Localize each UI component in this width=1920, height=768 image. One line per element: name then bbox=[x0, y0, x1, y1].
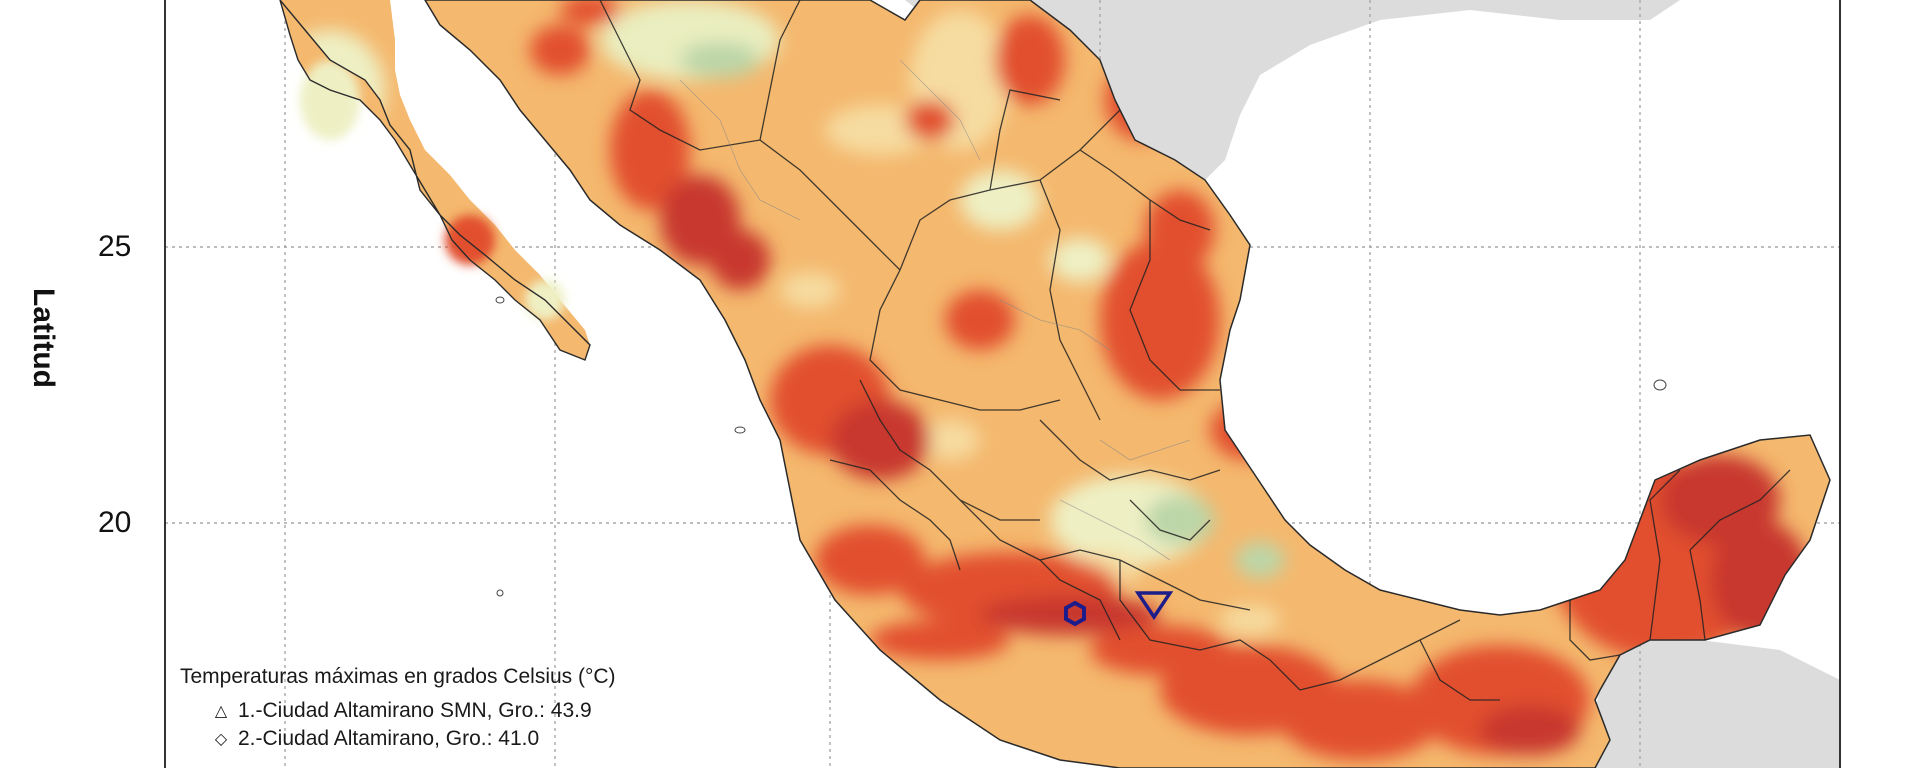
legend: Temperaturas máximas en grados Celsius (… bbox=[180, 665, 616, 755]
inverted-triangle-marker bbox=[1134, 591, 1174, 621]
diamond-icon: ◇ bbox=[214, 731, 228, 748]
islands bbox=[495, 296, 1667, 597]
hexagon-marker bbox=[1064, 600, 1086, 627]
legend-title: Temperaturas máximas en grados Celsius (… bbox=[180, 665, 616, 688]
municipal-boundaries bbox=[679, 59, 1191, 561]
triangle-icon: △ bbox=[214, 703, 228, 720]
legend-item: △ 1.-Ciudad Altamirano SMN, Gro.: 43.9 bbox=[212, 699, 616, 723]
y-axis-title: Latitud bbox=[27, 288, 60, 388]
ytick-25: 25 bbox=[98, 230, 132, 263]
state-boundaries bbox=[599, 0, 1791, 701]
mexico-coastline bbox=[424, 0, 1831, 768]
legend-item-label: 2.-Ciudad Altamirano, Gro.: 41.0 bbox=[238, 727, 540, 750]
baja-california bbox=[279, 0, 591, 361]
ytick-20: 20 bbox=[98, 506, 132, 539]
legend-item-label: 1.-Ciudad Altamirano SMN, Gro.: 43.9 bbox=[238, 699, 592, 722]
map-frame bbox=[164, 0, 1841, 768]
legend-item: ◇ 2.-Ciudad Altamirano, Gro.: 41.0 bbox=[212, 727, 616, 751]
